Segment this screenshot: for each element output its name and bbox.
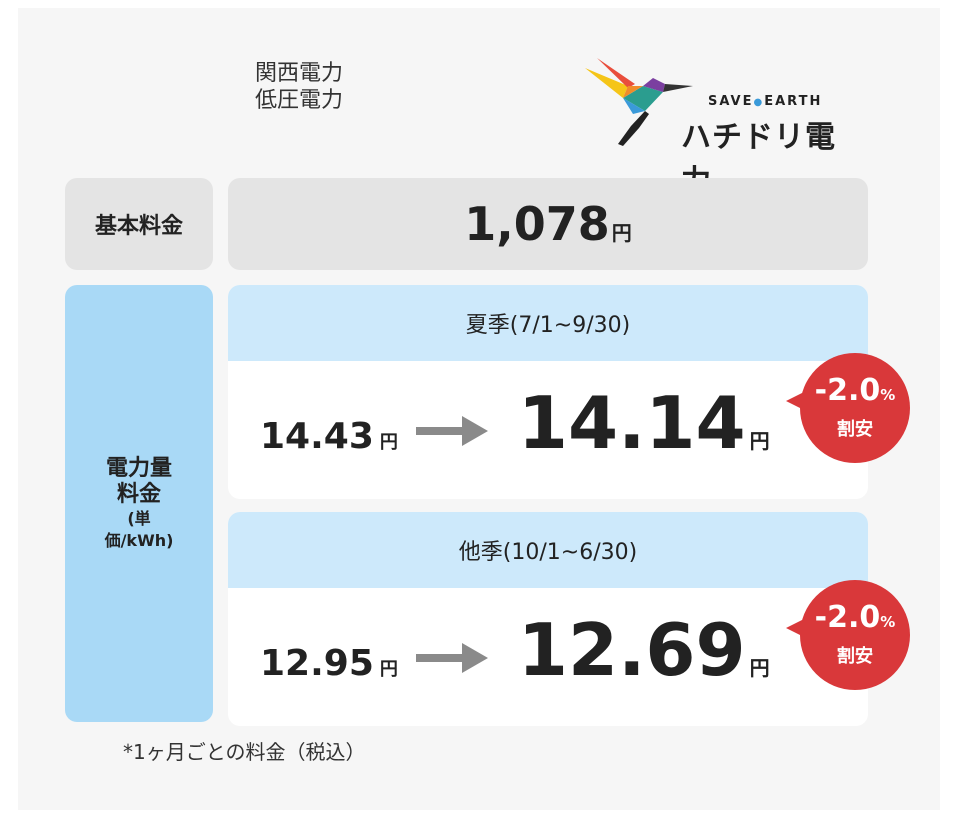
discount: -2.0%: [800, 600, 910, 635]
discount-badge: -2.0% 割安: [786, 580, 910, 690]
logo-bird: [585, 58, 693, 146]
new-unit: 円: [749, 656, 770, 680]
prices: 14.43 円 14.14 円: [260, 381, 770, 481]
old-unit: 円: [379, 432, 398, 453]
badge-pointer: [786, 618, 806, 638]
logo-tagline-right: EARTH: [764, 94, 823, 109]
label-line: 価/kWh): [104, 530, 174, 550]
arrow: [415, 416, 488, 446]
footnote: *1ヶ月ごとの料金（税込）: [123, 740, 366, 764]
utility-line: 低圧電力: [255, 88, 344, 113]
season-card: 夏季(7/1~9/30) 14.43 円 14.14 円: [228, 285, 868, 499]
prices: 12.95 円 12.69 円: [260, 608, 770, 708]
utility-line: 関西電力: [255, 61, 344, 86]
old-unit: 円: [379, 659, 398, 680]
discount: -2.0%: [800, 373, 910, 408]
season-card: 他季(10/1~6/30) 12.95 円 12.69 円: [228, 512, 868, 726]
logo: SAVE●EARTH ハチドリ電力: [583, 56, 853, 199]
basic-fee-value: 1,078: [464, 197, 610, 251]
discount-label: 割安: [837, 646, 873, 667]
season-name: 夏季(7/1~9/30): [228, 285, 868, 361]
discount-label: 割安: [837, 419, 873, 440]
label-line: (単: [127, 508, 151, 528]
logo-tagline-left: SAVE: [708, 94, 754, 109]
label-line: 電力量: [105, 455, 172, 481]
old-price: 12.95: [260, 643, 374, 684]
utility-name: 関西電力 低圧電力: [255, 60, 343, 114]
discount-unit: %: [880, 613, 896, 631]
logo-tagline: SAVE●EARTH: [708, 94, 822, 109]
label-line: 料金: [116, 481, 161, 507]
season-name: 他季(10/1~6/30): [228, 512, 868, 588]
arrow: [415, 643, 488, 673]
basic-fee-label: 基本料金: [65, 178, 213, 270]
discount-value: -2.0: [814, 600, 881, 635]
basic-fee-unit: 円: [611, 221, 632, 245]
discount-value: -2.0: [814, 373, 881, 408]
panel: 関西電力 低圧電力 SAVE●EARTH ハチドリ電力 基本料金 1,078円 …: [18, 8, 940, 810]
new-price: 12.69: [517, 608, 746, 692]
energy-charge-label: 電力量 料金 (単 価/kWh): [65, 285, 213, 722]
discount-badge: -2.0% 割安: [786, 353, 910, 463]
new-price: 14.14: [517, 381, 746, 465]
discount-unit: %: [880, 386, 896, 404]
old-price: 14.43: [260, 416, 374, 457]
logo-drop: ●: [753, 97, 765, 108]
basic-fee-cell: 1,078 円: [228, 178, 868, 270]
badge-pointer: [786, 391, 806, 411]
new-unit: 円: [749, 429, 770, 453]
